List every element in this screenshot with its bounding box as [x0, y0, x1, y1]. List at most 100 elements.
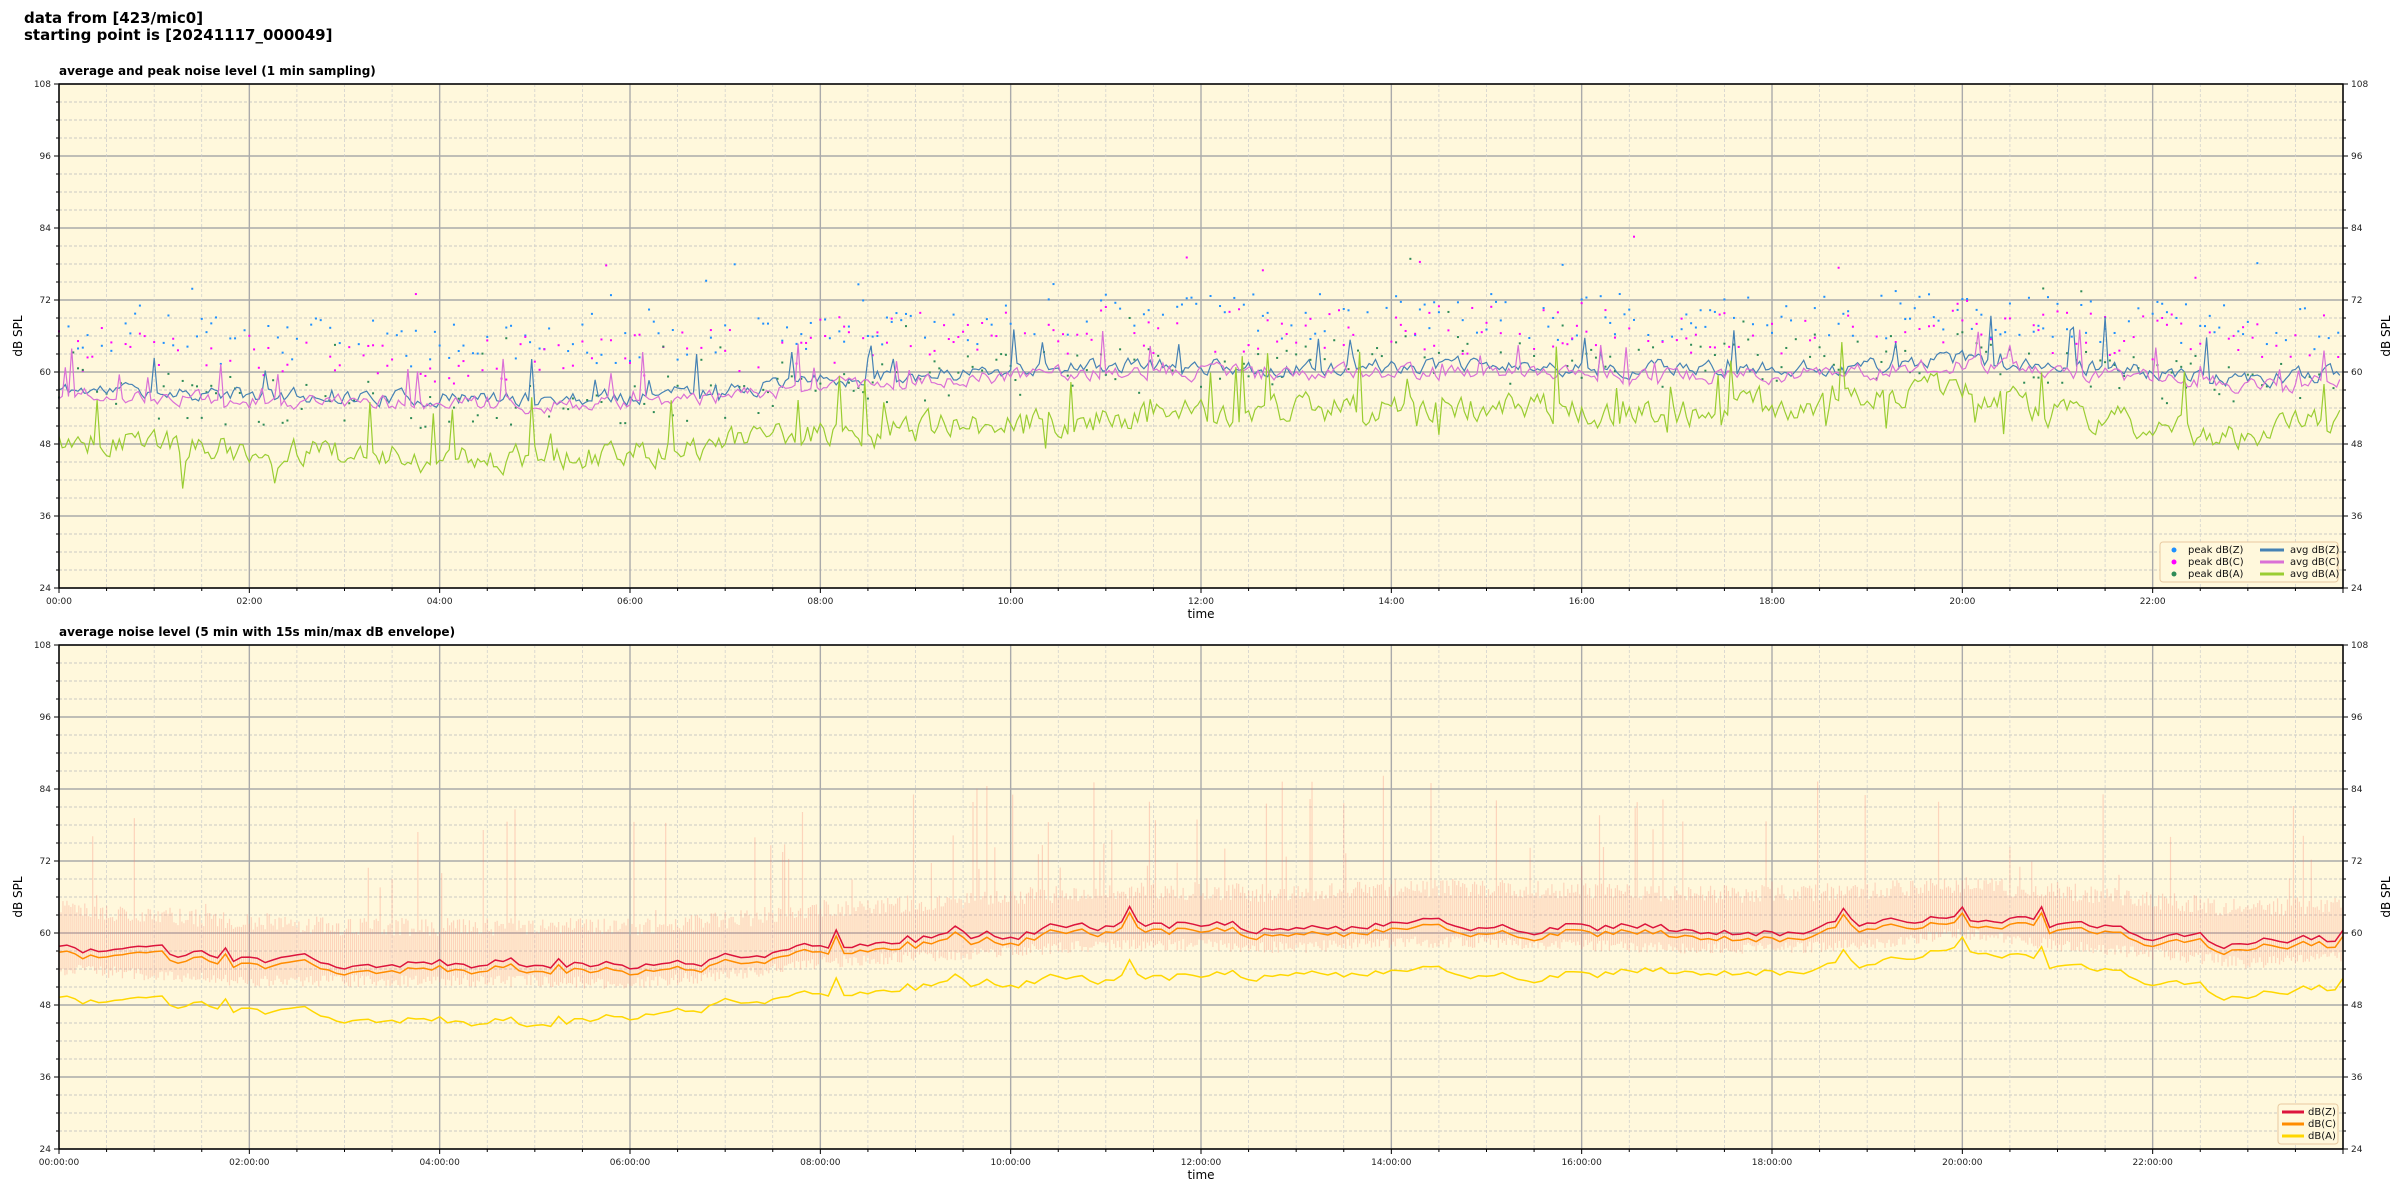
peak-point [2170, 371, 2173, 374]
peak-point [924, 399, 927, 402]
peak-point [329, 326, 332, 329]
x-tick-label: 02:00:00 [229, 1158, 270, 1168]
peak-point [2051, 352, 2054, 355]
peak-point [1004, 304, 1007, 307]
peak-point [1304, 311, 1307, 314]
peak-point [852, 389, 855, 392]
peak-point [486, 335, 489, 338]
peak-point [1076, 333, 1079, 336]
peak-point [410, 417, 413, 420]
peak-point [928, 371, 931, 374]
peak-point [1076, 354, 1079, 357]
peak-point [638, 356, 641, 359]
peak-point [524, 335, 527, 338]
peak-point [1980, 313, 1983, 316]
peak-point [1295, 353, 1298, 356]
peak-point [386, 332, 389, 335]
legend-box [2277, 1103, 2339, 1145]
peak-point [1418, 308, 1421, 311]
peak-point [2246, 320, 2249, 323]
peak-point [1756, 353, 1759, 356]
peak-point [362, 354, 365, 357]
peak-point [947, 394, 950, 397]
peak-point [1475, 331, 1478, 334]
y-tick-label: 84 [40, 785, 52, 795]
peak-point [771, 404, 774, 407]
y-tick-label: 60 [40, 929, 52, 939]
peak-point [2023, 381, 2026, 384]
peak-point [286, 326, 289, 329]
peak-point [1951, 309, 1954, 312]
legend-box [2159, 541, 2339, 583]
peak-point [1480, 331, 1483, 334]
peak-point [1904, 349, 1907, 352]
peak-point [2018, 333, 2021, 336]
peak-point [229, 359, 232, 362]
peak-point [1623, 313, 1626, 316]
peak-point [1157, 327, 1160, 330]
peak-point [1713, 310, 1716, 313]
peak-point [1152, 351, 1155, 354]
peak-point [2237, 330, 2240, 333]
peak-point [1342, 343, 1345, 346]
peak-point [743, 385, 746, 388]
peak-point [1033, 333, 1036, 336]
x-tick-label: 08:00:00 [800, 1158, 841, 1168]
peak-point [267, 324, 270, 327]
peak-point [1399, 323, 1402, 326]
peak-point [2232, 334, 2235, 337]
peak-point [876, 331, 879, 334]
peak-point [2313, 348, 2316, 351]
peak-point [1285, 349, 1288, 352]
peak-point [2108, 359, 2111, 362]
peak-point [2061, 381, 2064, 384]
peak-point [1190, 296, 1193, 299]
peak-point [1304, 324, 1307, 327]
peak-point [2032, 376, 2035, 379]
peak-point [81, 346, 84, 349]
peak-point [471, 352, 474, 355]
peak-point [1728, 345, 1731, 348]
peak-point [633, 334, 636, 337]
peak-point [333, 343, 336, 346]
peak-point [1566, 343, 1569, 346]
peak-point [1337, 309, 1340, 312]
peak-point [1119, 348, 1122, 351]
peak-point [1908, 317, 1911, 320]
peak-point [2123, 375, 2126, 378]
peak-point [1185, 256, 1188, 259]
peak-point [343, 419, 346, 422]
peak-point [1142, 344, 1145, 347]
peak-point [976, 348, 979, 351]
peak-point [2165, 323, 2168, 326]
peak-point [1575, 334, 1578, 337]
peak-point [157, 363, 160, 366]
peak-point [2046, 296, 2049, 299]
peak-point [1176, 322, 1179, 325]
peak-point [2189, 348, 2192, 351]
peak-point [1633, 235, 1636, 238]
y-axis-label: dB SPL [11, 315, 25, 357]
peak-point [800, 333, 803, 336]
peak-point [234, 337, 237, 340]
peak-point [847, 325, 850, 328]
peak-point [1604, 309, 1607, 312]
peak-point [567, 408, 570, 411]
peak-point [595, 394, 598, 397]
peak-point [1585, 330, 1588, 333]
peak-point [1942, 328, 1945, 331]
peak-point [1047, 298, 1050, 301]
peak-point [186, 417, 189, 420]
peak-point [205, 331, 208, 334]
peak-point [1533, 347, 1536, 350]
x-axis-label: time [1187, 1168, 1214, 1182]
peak-point [2008, 348, 2011, 351]
peak-point [871, 335, 874, 338]
peak-point [200, 416, 203, 419]
peak-point [1404, 329, 1407, 332]
peak-point [1023, 332, 1026, 335]
peak-point [1261, 314, 1264, 317]
peak-point [857, 283, 860, 286]
peak-point [1747, 338, 1750, 341]
y-axis-label: dB SPL [11, 876, 25, 918]
